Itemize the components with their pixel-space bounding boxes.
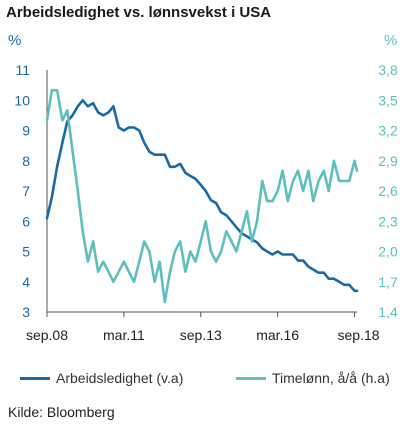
legend-item-wages: Timelønn, å/å (h.a) [236,370,390,386]
left-axis-unit: % [8,32,22,49]
left-tick-label: 4 [22,274,30,290]
right-tick-label: 3,8 [378,62,398,78]
unemployment-series-line [45,99,359,293]
wage-growth-series-line [45,88,359,304]
left-tick-label: 10 [14,92,30,108]
right-tick-label: 1,7 [378,274,398,290]
right-tick-label: 1,4 [378,304,398,320]
source-note: Kilde: Bloomberg [8,404,115,420]
line-chart: 3 4 5 6 7 8 9 10 11 1,4 1,7 2,0 2,3 2,6 2,9 3,2 3,5 3,8 se… [14,62,398,343]
x-tick-label: sep.08 [26,327,68,343]
legend-label-wages: Timelønn, å/å (h.a) [272,370,390,386]
right-tick-label: 2,0 [378,244,398,260]
left-tick-label: 7 [22,183,30,199]
legend-swatch-unemployment [20,376,50,380]
left-tick-label: 6 [22,213,30,229]
x-tick-label: sep.18 [338,327,380,343]
left-tick-label: 9 [22,123,30,139]
right-tick-label: 2,3 [378,213,398,229]
left-tick-label: 3 [22,304,30,320]
legend-label-unemployment: Arbeidsledighet (v.a) [56,370,184,386]
legend-swatch-wages [236,376,266,380]
right-axis-unit: % [384,32,398,49]
right-tick-label: 3,2 [378,123,398,139]
right-tick-label: 3,5 [378,92,398,108]
x-tick-label: mar.16 [256,327,299,343]
right-tick-label: 2,6 [378,183,398,199]
x-tick-label: sep.13 [180,327,222,343]
chart-title: Arbeidsledighet vs. lønnsvekst i USA [6,4,272,21]
chart-legend: Arbeidsledighet (v.a) Timelønn, å/å (h.a… [0,370,414,390]
left-tick-label: 8 [22,153,30,169]
right-tick-label: 2,9 [378,153,398,169]
left-tick-label: 11 [15,62,30,78]
x-tick-label: mar.11 [103,327,145,343]
legend-item-unemployment: Arbeidsledighet (v.a) [20,370,183,386]
left-tick-label: 5 [22,244,30,260]
